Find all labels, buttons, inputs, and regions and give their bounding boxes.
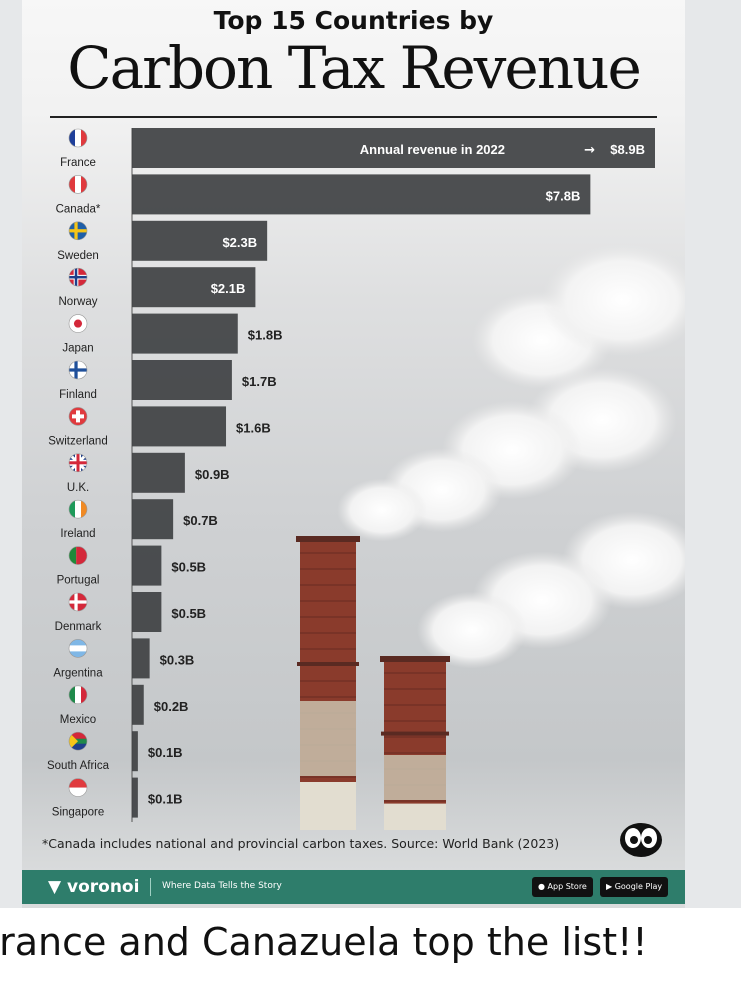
play-icon: ▶ [606, 882, 613, 891]
title-rule [50, 116, 657, 118]
infographic: Top 15 Countries by Carbon Tax Revenue F… [22, 0, 685, 908]
bar-chart: France $8.9B Annual revenue in 2022 → Canada… [47, 128, 685, 830]
flag-icon [68, 175, 88, 194]
flag-icon [68, 592, 88, 612]
value-label: $7.8B [546, 188, 581, 203]
country-label: Argentina [53, 667, 103, 679]
bar [132, 592, 162, 632]
flag-icon [68, 731, 88, 751]
tagline: Where Data Tells the Story [162, 881, 282, 891]
smokestack [296, 536, 360, 830]
brand-icon: ▼ [48, 877, 62, 897]
country-label: Denmark [55, 621, 102, 633]
footnote: *Canada includes national and provincial… [42, 836, 560, 851]
value-label: $1.6B [236, 420, 271, 435]
arrow-icon: → [584, 143, 595, 158]
country-label: Canada* [56, 203, 101, 215]
value-label: $0.7B [183, 513, 218, 528]
smoke-cloud [542, 244, 685, 356]
smokestack-illustration [296, 244, 685, 830]
bar [132, 406, 227, 447]
post-caption: France and Canazuela top the list!! [0, 920, 648, 964]
bar [132, 545, 162, 586]
value-label: $0.9B [195, 467, 230, 482]
flag-icon [68, 314, 88, 333]
flag-icon [68, 778, 88, 797]
smoke-cloud [337, 478, 427, 542]
flag-icon [68, 453, 88, 473]
value-label: $2.3B [222, 235, 257, 250]
bar [132, 174, 591, 215]
country-label: Norway [59, 296, 98, 308]
value-label: $2.1B [211, 281, 246, 296]
bar [132, 638, 150, 679]
bar [132, 128, 655, 168]
value-label: $0.3B [160, 652, 195, 667]
bar [132, 313, 238, 354]
flag-icon [68, 221, 88, 241]
country-label: Mexico [60, 714, 96, 726]
right-margin [685, 0, 741, 908]
google-play-label: Google Play [614, 882, 663, 891]
value-label: $1.8B [248, 328, 283, 343]
value-label: $0.5B [171, 606, 206, 621]
bar [132, 499, 174, 540]
value-label: $0.1B [148, 745, 183, 760]
country-label: Switzerland [48, 435, 107, 447]
title-small: Top 15 Countries by [213, 6, 494, 35]
left-margin [0, 0, 22, 908]
country-label: Sweden [57, 250, 99, 262]
app-store-badge[interactable]: ● App Store [532, 877, 593, 897]
country-label: Japan [62, 343, 93, 355]
flag-icon [68, 360, 88, 380]
value-label: $0.1B [148, 792, 183, 807]
flag-icon [68, 128, 88, 148]
app-store-label: App Store [547, 882, 587, 891]
google-play-badge[interactable]: ▶ Google Play [600, 877, 669, 897]
country-label: Singapore [52, 807, 104, 819]
smokestack [380, 656, 450, 830]
footer-bar: ▼ voronoi Where Data Tells the Story ● A… [22, 870, 685, 904]
country-label: France [60, 157, 96, 169]
bar [132, 777, 138, 818]
flag-icon [68, 407, 88, 426]
bar [132, 731, 138, 772]
brand-logo[interactable]: ▼ voronoi [48, 877, 139, 897]
bar [132, 220, 268, 261]
flag-icon [68, 685, 88, 705]
bar [132, 267, 256, 308]
bar [132, 684, 144, 725]
country-label: Finland [59, 389, 97, 401]
voronoi-logo-icon [620, 823, 662, 857]
title-big: Carbon Tax Revenue [67, 34, 642, 102]
value-label: $1.7B [242, 374, 277, 389]
apple-icon: ● [538, 882, 545, 891]
value-label: $8.9B [610, 142, 645, 157]
bar [132, 452, 185, 493]
annotation-label: Annual revenue in 2022 [360, 142, 505, 157]
brand-name: voronoi [67, 877, 140, 897]
country-label: South Africa [47, 760, 110, 772]
value-label: $0.5B [171, 560, 206, 575]
bar [132, 360, 232, 400]
flag-icon [68, 639, 88, 658]
footer-divider [150, 878, 151, 896]
country-label: Ireland [60, 528, 95, 540]
value-label: $0.2B [154, 699, 189, 714]
country-label: Portugal [57, 575, 100, 587]
country-label: U.K. [67, 482, 89, 494]
flag-icon [68, 546, 88, 565]
smoke-cloud [417, 591, 527, 669]
flag-icon [68, 499, 88, 519]
flag-icon [68, 267, 88, 287]
